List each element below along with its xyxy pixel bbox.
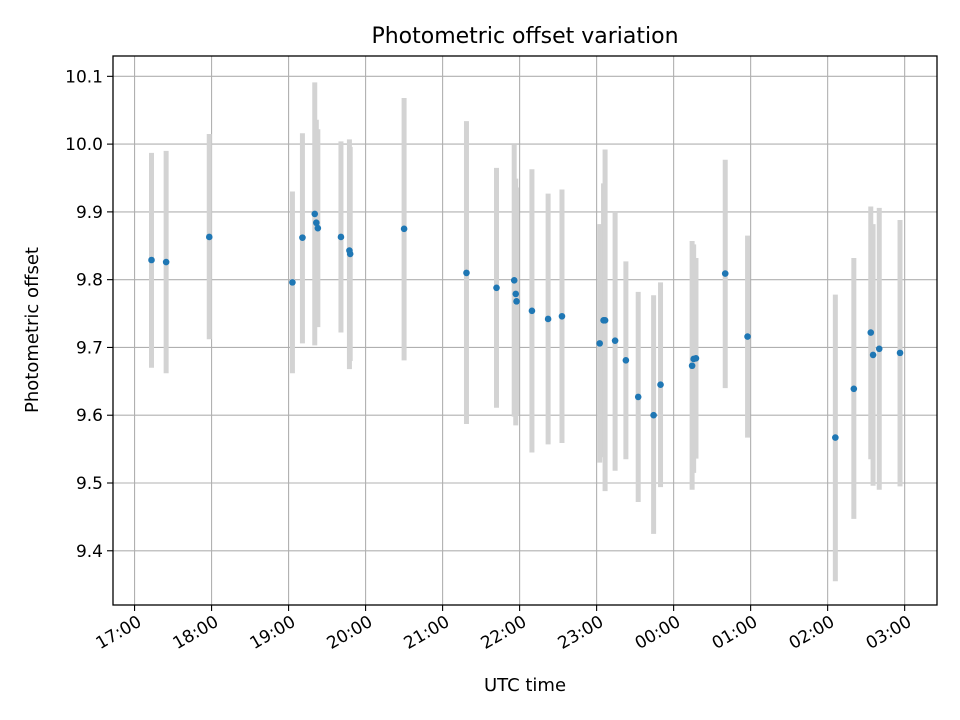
data-point	[528, 307, 536, 315]
y-tick-label: 9.9	[76, 203, 103, 223]
data-point	[311, 210, 319, 218]
data-point	[650, 411, 657, 419]
data-point	[596, 340, 603, 347]
data-point	[512, 290, 520, 298]
data-point	[875, 345, 883, 353]
y-tick-label: 10.0	[65, 135, 103, 155]
data-point	[558, 312, 566, 320]
data-point	[510, 277, 518, 284]
data-point	[896, 349, 904, 357]
data-point	[346, 250, 354, 258]
data-point	[688, 362, 696, 370]
data-points	[148, 210, 904, 441]
data-point	[205, 233, 213, 241]
data-point	[634, 393, 642, 401]
data-point	[513, 298, 520, 305]
data-point	[832, 434, 839, 441]
data-point	[657, 381, 664, 389]
y-axis-label: Photometric offset	[22, 247, 43, 413]
data-point	[692, 354, 700, 362]
y-tick-label: 9.5	[76, 474, 103, 494]
y-tick-label: 9.4	[76, 542, 103, 562]
data-point	[148, 256, 155, 264]
data-point	[601, 317, 609, 324]
data-point	[867, 329, 875, 336]
data-point	[313, 219, 320, 227]
data-point	[721, 270, 729, 277]
data-point	[744, 333, 751, 340]
data-point	[611, 337, 619, 344]
data-point	[850, 385, 858, 393]
chart-title: Photometric offset variation	[371, 24, 678, 49]
y-tick-label: 10.1	[65, 67, 103, 87]
y-tick-label: 9.6	[76, 406, 103, 426]
x-axis-label: UTC time	[484, 675, 566, 696]
data-point	[869, 351, 877, 359]
data-point	[337, 233, 345, 241]
data-point	[493, 284, 500, 292]
data-point	[162, 258, 170, 266]
data-point	[544, 315, 552, 323]
data-point	[463, 269, 470, 277]
data-point	[314, 224, 322, 232]
y-tick-label: 9.7	[76, 338, 103, 358]
data-point	[299, 234, 306, 241]
y-tick-label: 9.8	[76, 271, 103, 291]
data-point	[400, 225, 408, 233]
data-point	[289, 279, 296, 286]
data-point	[622, 357, 630, 364]
y-axis: 9.4 9.5 9.6 9.7 9.8 9.9 10.0 10.1	[65, 67, 113, 562]
plot-frame	[112, 55, 938, 606]
grid	[113, 56, 937, 605]
